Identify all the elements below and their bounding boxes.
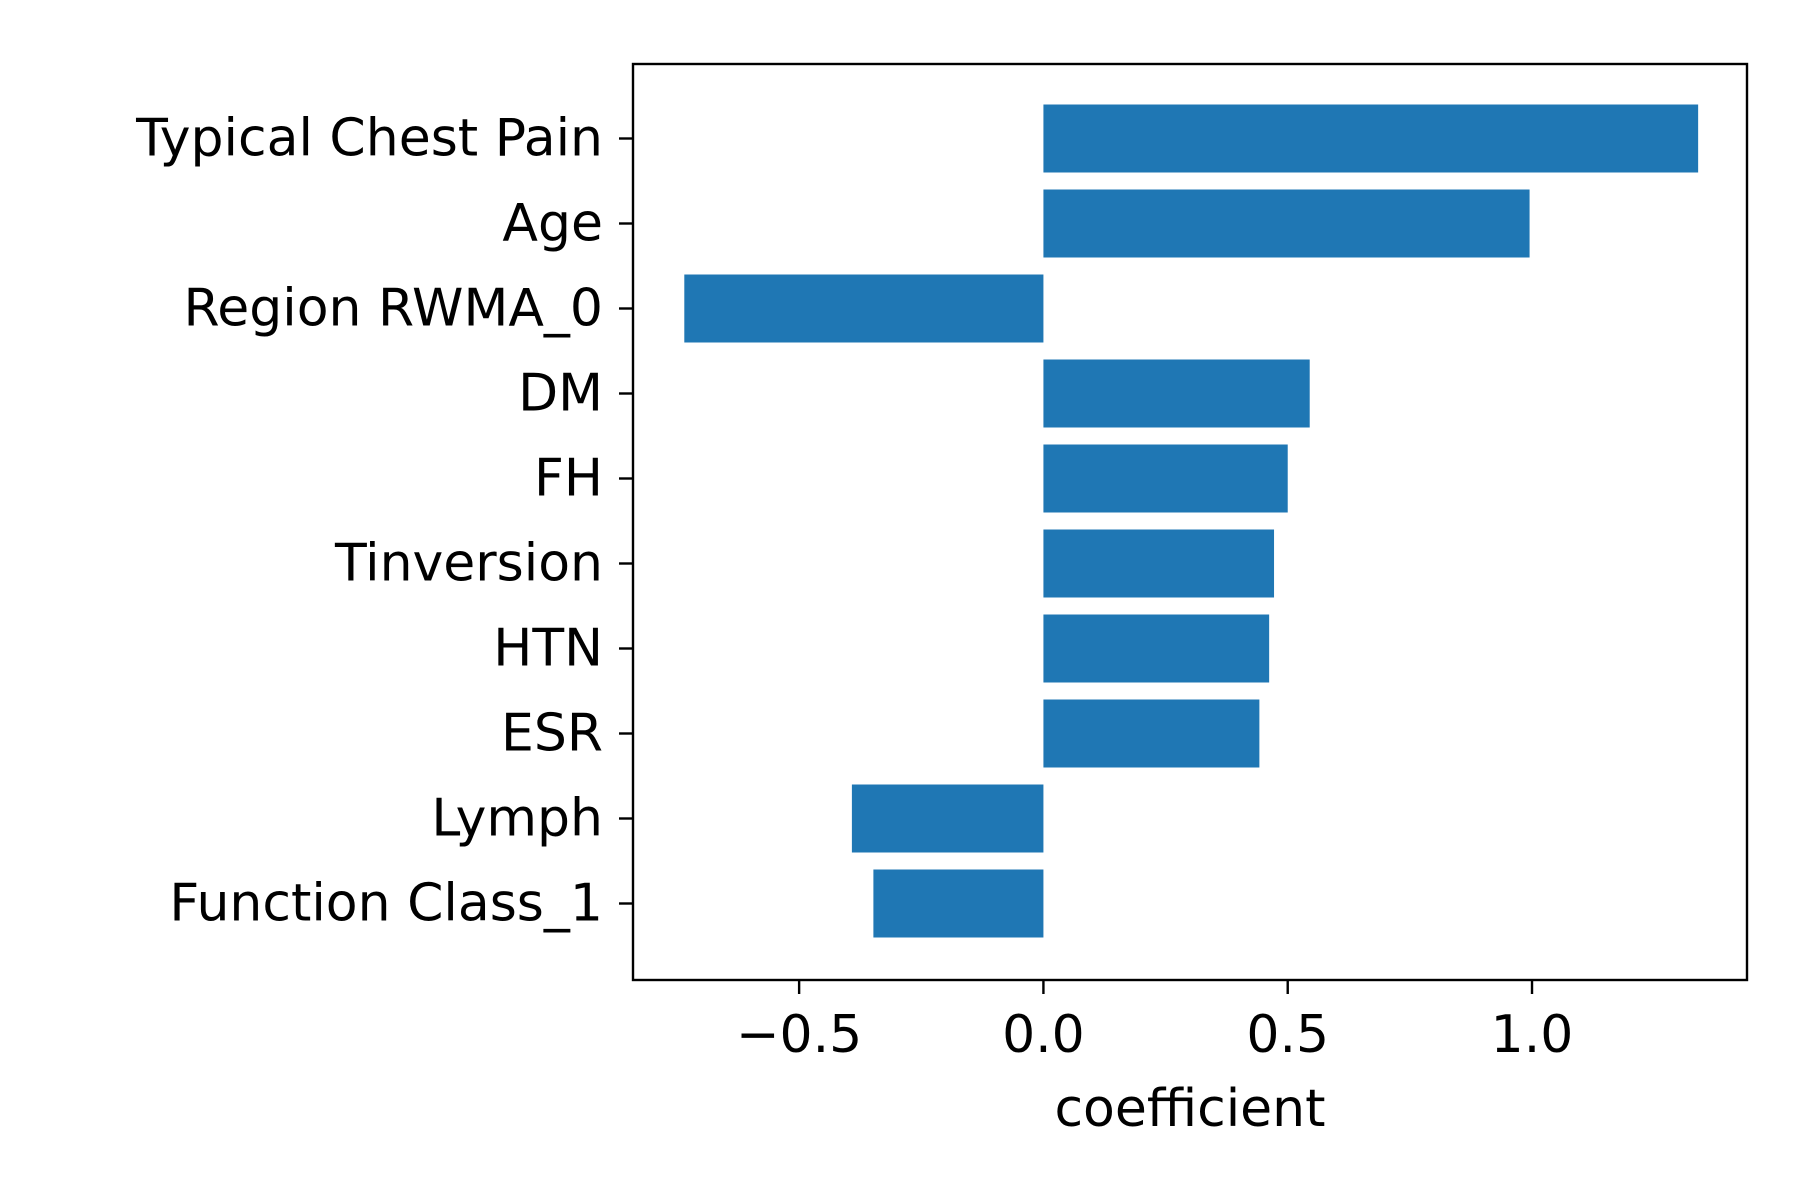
bar-region-rwma-0	[684, 274, 1044, 343]
bar-esr	[1043, 699, 1260, 768]
y-tick-label: DM	[518, 364, 603, 424]
x-tick-label: −0.5	[736, 1005, 862, 1065]
x-tick-label: 0.5	[1246, 1005, 1329, 1065]
bar-htn	[1043, 614, 1270, 683]
bar-fh	[1043, 444, 1288, 513]
bar-lymph	[851, 784, 1044, 853]
y-ticks-group: Typical Chest Pain Age Region RWMA_0 DM FH Ti…	[135, 109, 633, 934]
x-axis-label: coefficient	[1054, 1079, 1325, 1139]
y-tick-label: Typical Chest Pain	[135, 109, 603, 169]
plot-frame	[631, 62, 1749, 982]
y-tick-label: Lymph	[431, 789, 603, 849]
bar-typical-chest-pain	[1043, 104, 1699, 173]
bar-function-class-1	[873, 869, 1044, 938]
bar-age	[1043, 189, 1530, 258]
y-tick-label: Function Class_1	[169, 874, 603, 934]
bar-tinversion	[1043, 529, 1275, 598]
y-tick-label: Tinversion	[334, 534, 603, 594]
bars-group	[684, 104, 1699, 938]
y-tick-label: Age	[502, 194, 603, 254]
x-tick-label: 1.0	[1491, 1005, 1574, 1065]
y-tick-label: HTN	[493, 619, 603, 679]
y-tick-label: FH	[534, 449, 603, 509]
x-tick-label: 0.0	[1002, 1005, 1085, 1065]
x-ticks-group: −0.5 0.0 0.5 1.0	[736, 980, 1573, 1065]
y-tick-label: Region RWMA_0	[183, 279, 603, 339]
y-tick-label: ESR	[501, 704, 603, 764]
bar-dm	[1043, 359, 1310, 428]
